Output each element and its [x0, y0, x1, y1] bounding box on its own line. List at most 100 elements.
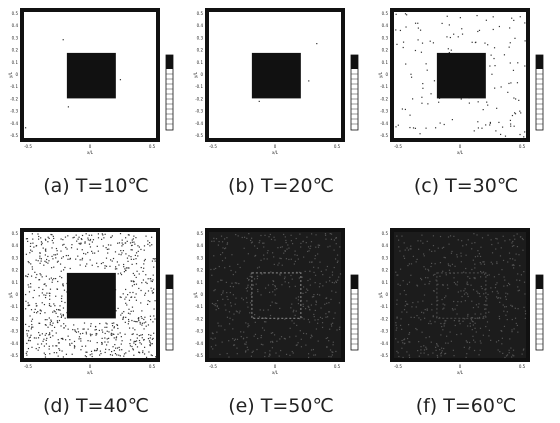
noise-dot — [61, 317, 62, 318]
noise-dot — [469, 278, 470, 279]
noise-dot — [480, 262, 481, 263]
noise-dot — [90, 323, 91, 324]
noise-dot — [52, 282, 53, 283]
noise-dot — [235, 298, 236, 299]
noise-dot — [140, 323, 141, 324]
noise-dot — [216, 332, 217, 333]
noise-dot — [56, 352, 57, 353]
square — [67, 53, 116, 99]
noise-dot — [519, 111, 520, 112]
noise-dot — [53, 238, 54, 239]
noise-dot — [262, 344, 263, 345]
noise-dot — [466, 353, 467, 354]
noise-dot — [322, 274, 323, 275]
noise-dot — [328, 356, 329, 357]
y-tick-label: -0.1 — [380, 304, 388, 309]
noise-dot — [222, 341, 223, 342]
noise-dot — [151, 237, 152, 238]
noise-dot — [465, 300, 466, 301]
noise-dot — [142, 323, 143, 324]
noise-dot — [67, 235, 68, 236]
noise-dot — [279, 355, 280, 356]
noise-dot — [339, 329, 340, 330]
noise-dot — [215, 289, 216, 290]
noise-dot — [264, 235, 265, 236]
noise-dot — [61, 301, 62, 302]
x-tick-label: -0.5 — [209, 144, 217, 149]
noise-dot — [310, 246, 311, 247]
y-tick-label: -0.3 — [195, 329, 203, 334]
noise-dot — [226, 296, 227, 297]
noise-dot — [116, 337, 117, 338]
noise-dot — [106, 258, 107, 259]
noise-dot — [42, 289, 43, 290]
noise-dot — [118, 254, 119, 255]
noise-dot — [463, 272, 464, 273]
noise-dot — [122, 244, 123, 245]
noise-dot — [46, 276, 47, 277]
noise-dot — [259, 316, 260, 317]
noise-dot — [511, 356, 512, 357]
noise-dot — [247, 326, 248, 327]
noise-dot — [477, 256, 478, 257]
noise-dot — [49, 332, 50, 333]
noise-dot — [484, 43, 485, 44]
noise-dot — [134, 321, 135, 322]
noise-dot — [214, 269, 215, 270]
noise-dot — [416, 329, 417, 330]
noise-dot — [438, 248, 439, 249]
noise-dot — [402, 342, 403, 343]
noise-dot — [277, 264, 278, 265]
noise-dot — [452, 119, 453, 120]
noise-dot — [518, 290, 519, 291]
noise-dot — [81, 238, 82, 239]
noise-dot — [483, 272, 484, 273]
noise-dot — [334, 239, 335, 240]
noise-dot — [267, 252, 268, 253]
noise-dot — [66, 255, 67, 256]
noise-dot — [253, 284, 254, 285]
noise-dot — [233, 345, 234, 346]
y-axis-label: y/L — [193, 291, 198, 298]
noise-dot — [53, 278, 54, 279]
noise-dot — [269, 350, 270, 351]
noise-dot — [112, 323, 113, 324]
y-axis-label: y/L — [378, 291, 383, 298]
noise-dot — [475, 323, 476, 324]
noise-dot — [504, 240, 505, 241]
noise-dot — [491, 239, 492, 240]
noise-dot — [50, 319, 51, 320]
noise-dot — [138, 318, 139, 319]
noise-dot — [90, 246, 91, 247]
noise-dot — [515, 318, 516, 319]
noise-dot — [60, 313, 61, 314]
noise-dot — [139, 273, 140, 274]
y-tick-label: -0.4 — [10, 121, 18, 126]
noise-dot — [153, 289, 154, 290]
noise-dot — [47, 327, 48, 328]
noise-dot — [296, 238, 297, 239]
noise-dot — [120, 332, 121, 333]
noise-dot — [480, 340, 481, 341]
noise-dot — [464, 347, 465, 348]
noise-dot — [337, 262, 338, 263]
noise-dot — [295, 251, 296, 252]
noise-dot — [398, 356, 399, 357]
noise-dot — [433, 235, 434, 236]
noise-dot — [313, 349, 314, 350]
x-axis-label: x/L — [457, 150, 464, 155]
noise-dot — [435, 350, 436, 351]
noise-dot — [133, 238, 134, 239]
noise-dot — [75, 259, 76, 260]
noise-dot — [412, 98, 413, 99]
noise-dot — [149, 242, 150, 243]
noise-dot — [35, 303, 36, 304]
noise-dot — [467, 282, 468, 283]
noise-dot — [39, 273, 40, 274]
noise-dot — [262, 243, 263, 244]
noise-dot — [43, 294, 44, 295]
noise-dot — [478, 303, 479, 304]
noise-dot — [239, 312, 240, 313]
noise-dot — [84, 322, 85, 323]
noise-dot — [255, 334, 256, 335]
